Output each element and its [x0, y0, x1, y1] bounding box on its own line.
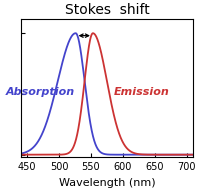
Text: Absorption: Absorption — [5, 87, 75, 96]
Title: Stokes  shift: Stokes shift — [65, 3, 149, 17]
X-axis label: Wavelength (nm): Wavelength (nm) — [59, 177, 155, 188]
Text: Emission: Emission — [114, 87, 170, 96]
